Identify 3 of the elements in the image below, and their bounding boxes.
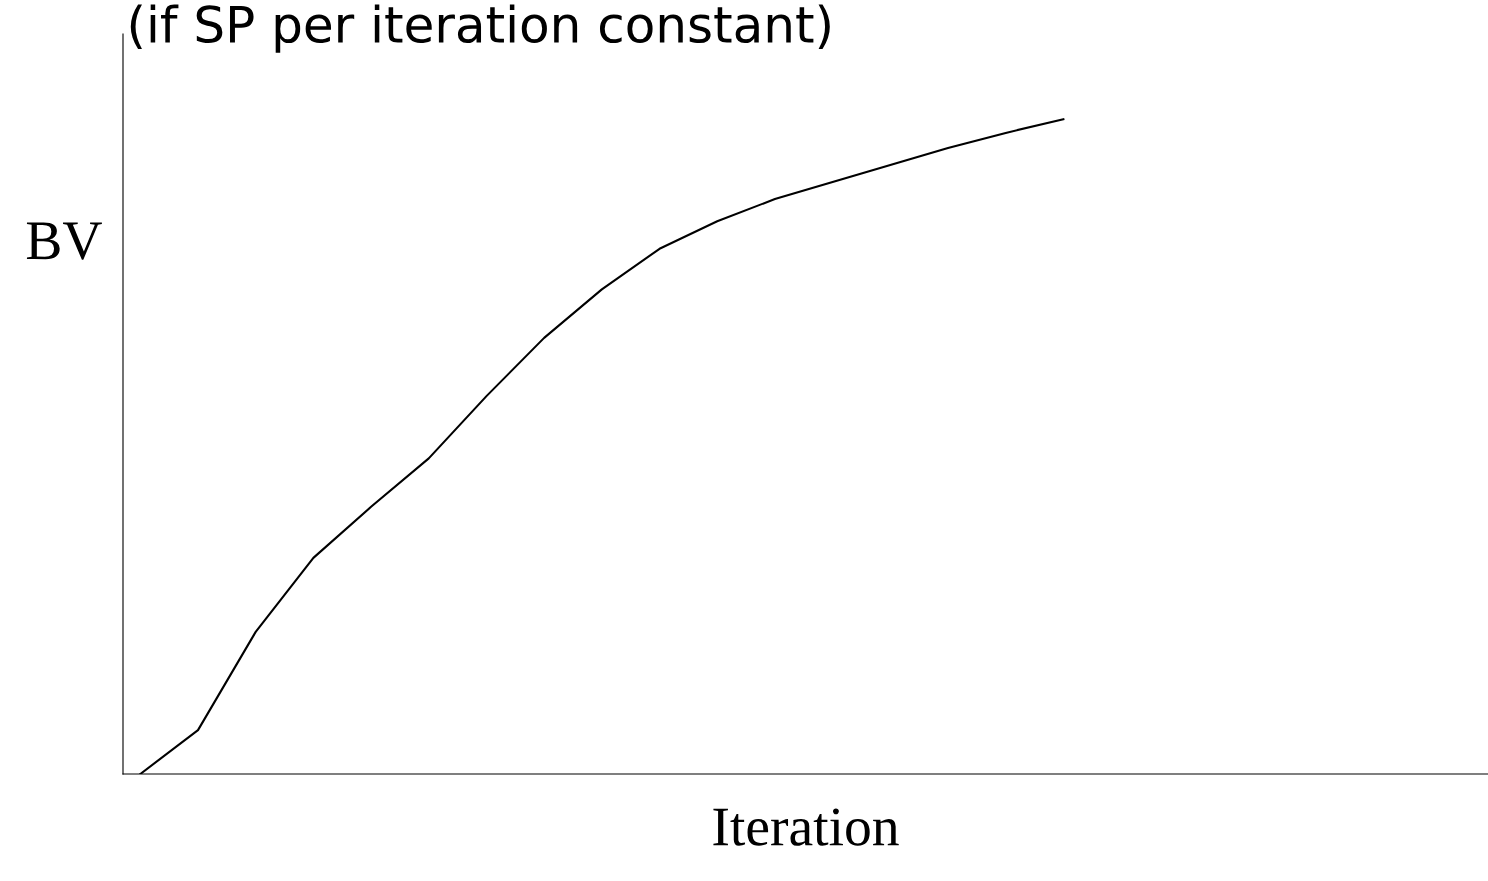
y-axis-title: BV [26,222,102,260]
x-axis-title: Iteration [713,808,899,846]
chart-title: (if SP per iteration constant) [130,4,830,53]
